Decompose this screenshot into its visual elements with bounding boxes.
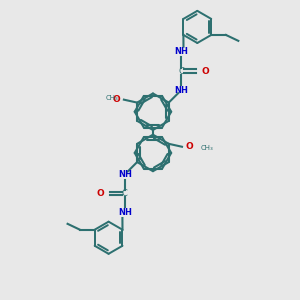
Text: C: C [178, 67, 184, 76]
Text: O: O [185, 142, 193, 151]
Text: CH₃: CH₃ [105, 95, 118, 101]
Text: NH: NH [118, 170, 132, 179]
Text: O: O [96, 189, 104, 198]
Text: C: C [122, 189, 128, 198]
Text: O: O [112, 95, 120, 104]
Text: NH: NH [174, 86, 188, 95]
Text: CH₃: CH₃ [201, 145, 213, 151]
Text: NH: NH [174, 47, 188, 56]
Text: O: O [202, 67, 209, 76]
Text: NH: NH [118, 208, 132, 217]
